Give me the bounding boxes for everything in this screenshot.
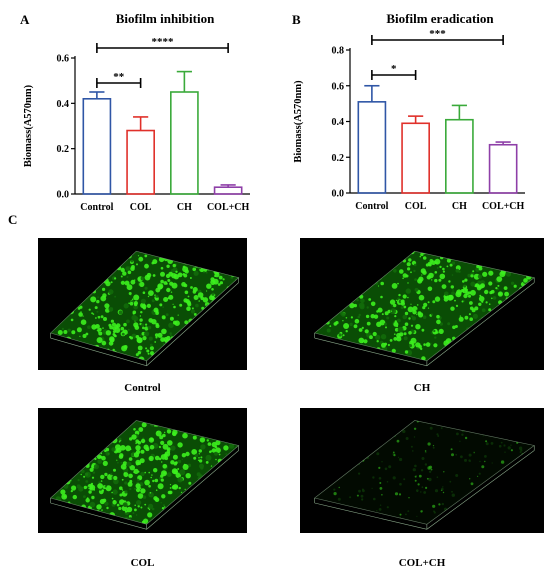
bar-col: [401, 122, 430, 194]
chart-title: Biofilm inhibition: [116, 11, 215, 26]
significance-label: ****: [152, 36, 175, 48]
micrograph-col-ch: [300, 408, 544, 533]
x-tick-label: COL+CH: [207, 202, 250, 213]
y-tick-label: 0.2: [332, 153, 345, 164]
slab-edge: [50, 450, 239, 530]
micrograph-col: [38, 408, 247, 533]
biofilm-surface: [314, 420, 535, 525]
y-tick-label: 0.6: [57, 54, 70, 65]
y-tick-label: 0.4: [332, 117, 345, 128]
x-tick-label: COL+CH: [482, 201, 525, 212]
chart-biofilm-eradication: Biofilm eradication Biomass(A570nm) 0.0 0.2…: [293, 11, 525, 212]
slab-edge: [314, 282, 535, 367]
significance-label: **: [113, 71, 125, 83]
x-tick-label: Control: [80, 202, 113, 213]
micrograph-render: [313, 420, 535, 530]
micrograph-render: [49, 420, 240, 530]
micrograph-render: [49, 250, 240, 367]
micrograph-caption-col-ch: COL+CH: [398, 557, 446, 569]
y-tick-label: 0.4: [57, 99, 70, 110]
significance-label: *: [391, 63, 397, 75]
micrograph-ch: [300, 238, 544, 370]
chart-title: Biofilm eradication: [386, 11, 494, 26]
y-tick-label: 0.6: [332, 81, 345, 92]
bar-col: [126, 129, 155, 195]
micrograph-control: [38, 238, 247, 370]
slab-edge: [314, 450, 535, 530]
x-tick-label: COL: [405, 201, 427, 212]
panel-letter-a: A: [20, 12, 30, 27]
micrograph-caption-control: Control: [124, 382, 161, 394]
bar-col-ch: [488, 143, 518, 194]
x-tick-label: COL: [130, 202, 152, 213]
micrograph-render: [313, 250, 535, 367]
y-tick-label: 0.0: [57, 190, 70, 201]
x-tick-label: Control: [355, 201, 388, 212]
y-axis-label: Biomass(A570nm): [293, 80, 304, 163]
x-tick-label: CH: [452, 201, 467, 212]
bar-ch: [170, 91, 199, 195]
y-tick-label: 0.2: [57, 144, 70, 155]
slab-edge: [50, 282, 239, 367]
y-tick-label: 0.8: [332, 46, 345, 57]
y-tick-label: 0.0: [332, 189, 345, 200]
bar-col-ch: [213, 186, 243, 195]
micrograph-caption-ch: CH: [413, 382, 431, 394]
y-axis-label: Biomass(A570nm): [23, 84, 34, 167]
micrograph-caption-col: COL: [130, 557, 155, 569]
bar-ch: [445, 118, 474, 194]
bar-control: [357, 101, 387, 194]
bar-control: [82, 98, 112, 195]
x-tick-label: CH: [177, 202, 192, 213]
chart-biofilm-inhibition: Biofilm inhibition Biomass(A570nm) 0.0 0.2 0…: [23, 11, 250, 213]
significance-label: ***: [429, 28, 446, 40]
panel-letter-b: B: [292, 12, 301, 27]
panel-letter-c: C: [8, 212, 18, 227]
